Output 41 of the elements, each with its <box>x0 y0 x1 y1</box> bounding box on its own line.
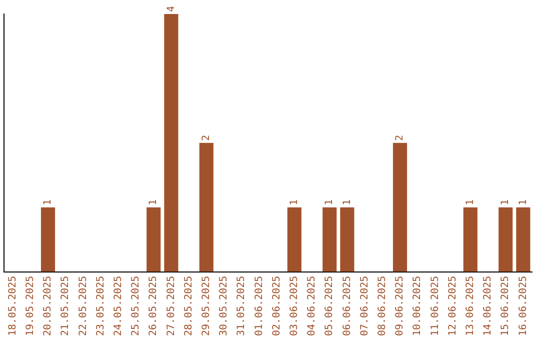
data-label: 1 <box>518 199 529 206</box>
data-label: 1 <box>342 199 353 206</box>
x-tick-label: 03.06.2025 <box>288 276 300 336</box>
data-label: 1 <box>148 199 160 206</box>
x-tick-label: 29.05.2025 <box>200 276 212 336</box>
data-label: 1 <box>464 199 476 206</box>
x-tick-label: 25.05.2025 <box>130 276 142 336</box>
data-label: 1 <box>42 199 54 206</box>
x-tick-label: 26.05.2025 <box>148 276 160 336</box>
x-tick-label: 10.06.2025 <box>412 276 424 336</box>
data-label: 4 <box>166 6 177 12</box>
x-tick-label: 24.05.2025 <box>112 276 124 336</box>
x-tick-label: 27.05.2025 <box>166 276 177 336</box>
x-tick-label: 20.05.2025 <box>42 276 54 336</box>
x-tick-label: 13.06.2025 <box>464 276 476 336</box>
data-label: 1 <box>324 199 336 206</box>
data-label: 1 <box>500 199 512 206</box>
x-tick-label: 18.05.2025 <box>7 276 18 336</box>
x-tick-label: 15.06.2025 <box>500 276 512 336</box>
x-tick-label: 08.06.2025 <box>376 276 388 336</box>
x-tick-label: 22.05.2025 <box>78 276 89 336</box>
x-tick-label: 28.05.2025 <box>183 276 194 336</box>
x-tick-label: 11.06.2025 <box>430 276 441 336</box>
x-tick-label: 02.06.2025 <box>271 276 282 336</box>
x-tick-label: 31.05.2025 <box>236 276 248 336</box>
x-tick-label: 05.06.2025 <box>324 276 336 336</box>
x-tick-label: 19.05.2025 <box>24 276 36 336</box>
x-tick-label: 12.06.2025 <box>447 276 458 336</box>
data-label: 1 <box>288 199 300 206</box>
x-tick-label: 21.05.2025 <box>60 276 72 336</box>
x-tick-label: 04.06.2025 <box>306 276 318 336</box>
x-tick-label: 23.05.2025 <box>95 276 106 336</box>
x-tick-label: 30.05.2025 <box>218 276 230 336</box>
data-label: 2 <box>200 134 212 141</box>
x-tick-label: 06.06.2025 <box>342 276 353 336</box>
x-tick-label: 07.06.2025 <box>359 276 370 336</box>
x-tick-label: 14.06.2025 <box>482 276 494 336</box>
x-tick-label: 09.06.2025 <box>394 276 406 336</box>
x-tick-label: 16.06.2025 <box>518 276 529 336</box>
x-tick-label: 01.06.2025 <box>254 276 265 336</box>
data-label: 2 <box>394 134 406 141</box>
